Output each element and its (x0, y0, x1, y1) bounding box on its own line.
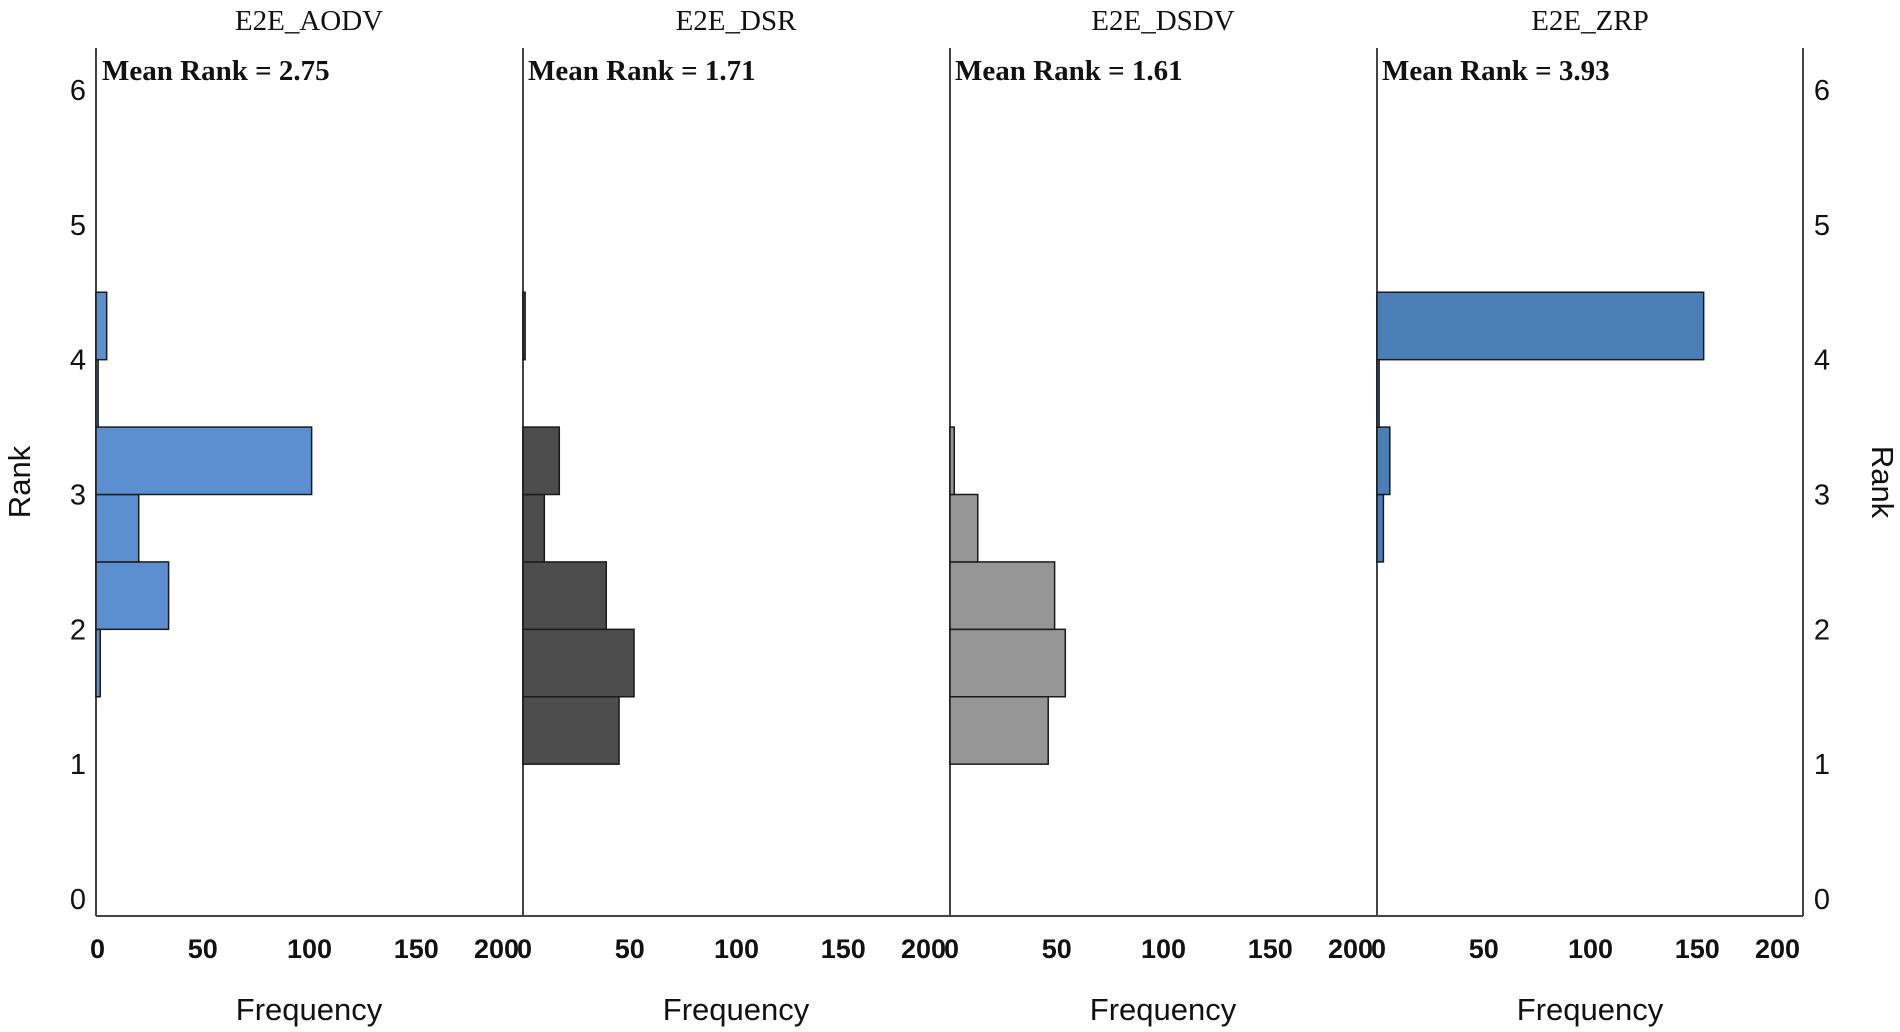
histogram-bars (95, 291, 1705, 765)
histogram-bar (522, 561, 608, 631)
histogram-bar (1376, 291, 1705, 361)
y-tick-label-right: 5 (1814, 210, 1830, 242)
x-tick-label: 0 (517, 934, 532, 964)
mean-rank-aodv: Mean Rank = 2.75 (102, 55, 330, 87)
x-axis-label-dsr: Frequency (663, 992, 810, 1027)
histogram-bar (95, 628, 102, 698)
x-tick-label: 200 (1755, 934, 1800, 964)
histogram-bar (949, 561, 1056, 631)
x-axis-label-zrp: Frequency (1517, 992, 1664, 1027)
y-tick-label-right: 6 (1814, 75, 1830, 107)
mean-rank-zrp: Mean Rank = 3.93 (1382, 55, 1610, 87)
histogram-bar (949, 628, 1067, 698)
y-tick-labels: 0 0 1 1 2 2 3 3 4 4 5 5 6 6 (70, 75, 1830, 916)
histogram-bar (95, 426, 313, 496)
histogram-bar (1376, 426, 1391, 496)
histogram-bar (522, 493, 546, 563)
x-tick-label: 150 (1248, 934, 1293, 964)
x-tick-label: 100 (1568, 934, 1613, 964)
histogram-bar (522, 628, 635, 698)
histogram-bar (95, 358, 99, 428)
y-tick-label-left: 6 (70, 75, 86, 107)
y-tick-label-left: 4 (70, 345, 86, 377)
panel-title-dsr: E2E_DSR (676, 5, 798, 37)
x-tick-label: 0 (90, 934, 105, 964)
x-tick-label: 50 (615, 934, 645, 964)
y-tick-label-right: 0 (1814, 884, 1830, 916)
x-tick-label: 200 (1328, 934, 1373, 964)
x-tick-label: 100 (714, 934, 759, 964)
histogram-bar (522, 426, 561, 496)
mean-rank-dsr: Mean Rank = 1.71 (528, 55, 756, 87)
x-tick-label: 50 (188, 934, 218, 964)
y-tick-label-left: 0 (70, 884, 86, 916)
x-tick-label: 0 (944, 934, 959, 964)
y-tick-label-right: 2 (1814, 614, 1830, 646)
histogram-bar (95, 561, 170, 631)
histogram-bar (95, 291, 108, 361)
histogram-bar (522, 696, 620, 765)
y-tick-label-left: 3 (70, 480, 86, 512)
y-axis-label-right: Rank (1865, 446, 1900, 519)
histogram-bar (95, 493, 140, 563)
x-tick-label: 50 (1469, 934, 1499, 964)
histogram-bar (949, 493, 979, 563)
x-axis-label-aodv: Frequency (236, 992, 383, 1027)
y-tick-label-left: 5 (70, 210, 86, 242)
x-tick-label: 200 (901, 934, 946, 964)
y-tick-label-right: 4 (1814, 345, 1830, 377)
x-tick-label: 150 (394, 934, 439, 964)
y-tick-label-right: 1 (1814, 749, 1830, 781)
histogram-bar (949, 696, 1049, 765)
mean-rank-dsdv: Mean Rank = 1.61 (955, 55, 1183, 87)
histogram-bar (949, 426, 956, 496)
x-tick-label: 200 (474, 934, 519, 964)
histogram-bar (1376, 358, 1380, 428)
panel-title-aodv: E2E_AODV (235, 5, 383, 37)
y-tick-label-right: 3 (1814, 480, 1830, 512)
x-tick-label: 100 (287, 934, 332, 964)
y-tick-label-left: 2 (70, 614, 86, 646)
x-tick-label: 50 (1042, 934, 1072, 964)
y-axis-label-left: Rank (2, 445, 37, 518)
panel-title-dsdv: E2E_DSDV (1091, 5, 1234, 37)
histogram-bar (1376, 493, 1385, 563)
y-tick-label-left: 1 (70, 749, 86, 781)
x-axis-label-dsdv: Frequency (1090, 992, 1237, 1027)
x-tick-label: 100 (1141, 934, 1186, 964)
histogram-bar (522, 291, 526, 361)
panel-title-zrp: E2E_ZRP (1531, 5, 1649, 37)
x-tick-label: 150 (821, 934, 866, 964)
x-tick-label: 0 (1371, 934, 1386, 964)
x-tick-label: 150 (1675, 934, 1720, 964)
